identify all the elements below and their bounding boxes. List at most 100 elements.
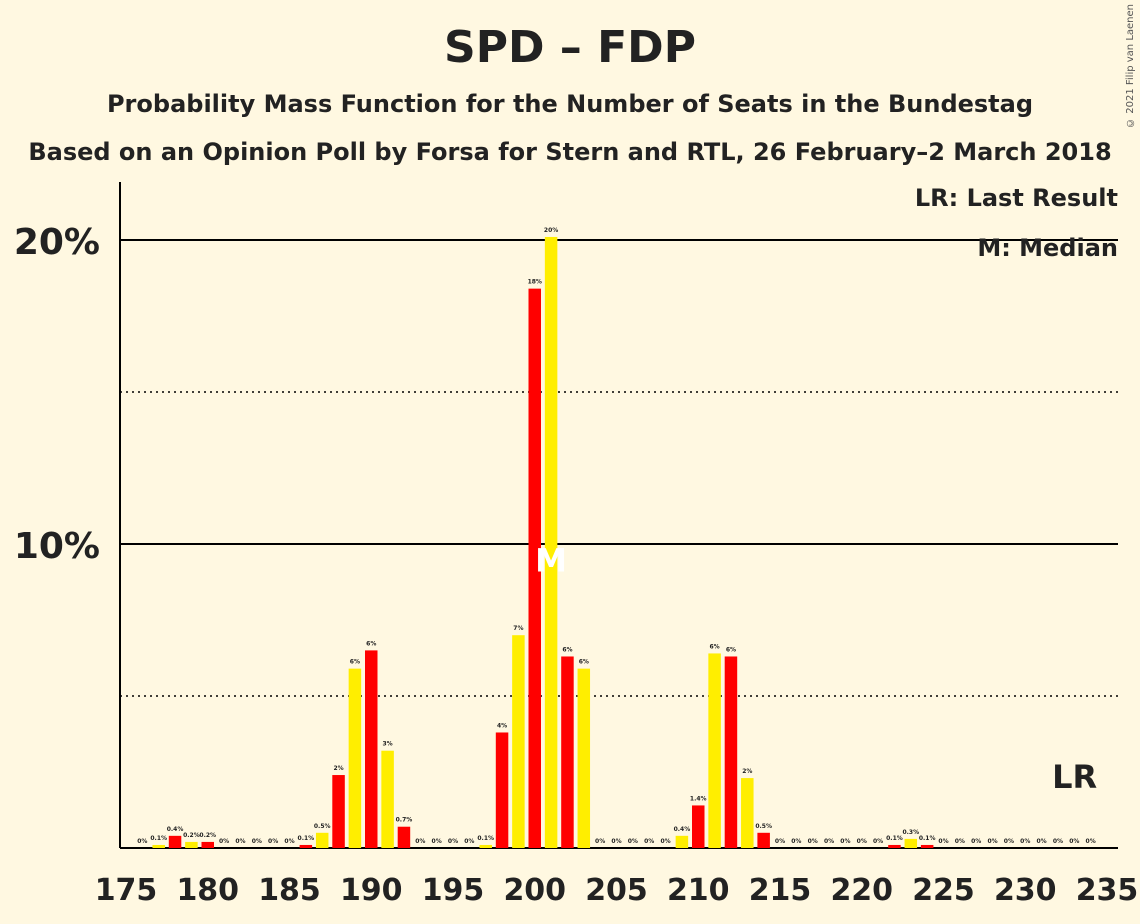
bar-value-label: 0.3% [902, 829, 919, 836]
bar-value-label: 0% [284, 838, 294, 845]
bar-seat-209 [675, 835, 689, 848]
bar-seat-187 [315, 832, 329, 848]
bar-value-label: 0% [971, 838, 981, 845]
bar-value-label: 0% [1069, 838, 1079, 845]
x-tick-label: 215 [749, 873, 812, 908]
bar-value-label: 0% [219, 838, 229, 845]
bar-value-label: 0.5% [314, 823, 331, 830]
bar-seat-213 [741, 778, 754, 848]
bar-value-label: 0.1% [477, 835, 494, 842]
bar-seat-189 [348, 668, 362, 848]
bar-value-label: 0% [987, 838, 997, 845]
bar-value-label: 0% [857, 838, 867, 845]
bar-seat-214 [757, 832, 770, 848]
bar-seat-202 [561, 656, 574, 848]
bar-value-label: 0% [137, 838, 147, 845]
bar-value-label: 0% [791, 838, 801, 845]
bar-seat-197 [479, 844, 492, 848]
bar-value-label: 0% [235, 838, 245, 845]
bar-value-label: 6% [366, 640, 376, 647]
bar-seat-203 [577, 668, 591, 848]
last-result-marker: LR [1052, 758, 1097, 796]
bar-value-label: 2% [742, 768, 752, 775]
bar-value-label: 0% [1053, 838, 1063, 845]
bar-value-label: 6% [710, 643, 720, 650]
bar-value-label: 0.7% [396, 817, 413, 824]
bar-seat-178 [168, 835, 182, 848]
bar-value-label: 0% [1004, 838, 1014, 845]
bar-seat-188 [332, 775, 345, 848]
bar-value-label: 0.1% [150, 835, 167, 842]
bar-value-label: 0.1% [886, 835, 903, 842]
bar-seat-210 [692, 805, 705, 848]
bar-seat-211 [708, 653, 721, 848]
x-tick-label: 185 [258, 873, 321, 908]
bar-value-label: 0.2% [183, 832, 200, 839]
bar-value-label: 0% [611, 838, 621, 845]
bar-value-label: 0% [448, 838, 458, 845]
x-tick-label: 190 [340, 873, 403, 908]
bar-value-label: 0% [955, 838, 965, 845]
bar-value-label: 0% [464, 838, 474, 845]
bar-value-label: 0% [415, 838, 425, 845]
bar-seat-201 [544, 236, 558, 848]
bar-value-label: 0.1% [919, 835, 936, 842]
legend-last-result: LR: Last Result [914, 184, 1118, 212]
bar-value-label: 1.4% [690, 795, 707, 802]
bar-value-label: 6% [579, 659, 589, 666]
x-tick-label: 225 [912, 873, 975, 908]
bar-value-label: 0% [432, 838, 442, 845]
bar-value-label: 4% [497, 722, 507, 729]
bar-value-label: 20% [544, 227, 558, 234]
bar-value-label: 6% [726, 646, 736, 653]
bar-value-label: 7% [513, 625, 523, 632]
bar-value-label: 0% [1020, 838, 1030, 845]
x-tick-label: 200 [503, 873, 566, 908]
bar-value-label: 0% [824, 838, 834, 845]
bar-value-label: 0.2% [199, 832, 216, 839]
y-tick-label: 20% [14, 222, 100, 263]
median-marker: M [535, 541, 567, 579]
bar-value-label: 0.4% [674, 826, 691, 833]
x-tick-label: 210 [667, 873, 730, 908]
bar-seat-200 [528, 288, 541, 848]
bar-seat-186 [299, 844, 313, 848]
bar-value-label: 6% [350, 659, 360, 666]
bar-value-label: 6% [562, 646, 572, 653]
y-tick-label: 10% [14, 526, 100, 567]
bar-seat-191 [381, 750, 394, 848]
x-tick-label: 195 [422, 873, 485, 908]
bar-value-label: 0% [660, 838, 670, 845]
bar-value-label: 0% [595, 838, 605, 845]
bar-value-label: 0% [775, 838, 785, 845]
x-tick-label: 175 [95, 873, 158, 908]
bar-seat-198 [495, 732, 509, 848]
bar-value-label: 0% [628, 838, 638, 845]
bar-seat-177 [152, 844, 165, 848]
chart-title: SPD – FDP [444, 22, 696, 73]
bar-seat-180 [201, 841, 214, 848]
legend-median: M: Median [977, 234, 1118, 262]
bar-seat-190 [365, 650, 378, 848]
x-tick-label: 180 [176, 873, 239, 908]
chart-source: Based on an Opinion Poll by Forsa for St… [28, 138, 1112, 166]
bar-seat-192 [397, 826, 411, 848]
x-tick-label: 205 [585, 873, 648, 908]
x-tick-label: 230 [994, 873, 1057, 908]
bar-seat-223 [904, 838, 918, 848]
bar-seat-199 [512, 635, 525, 848]
bar-value-label: 0% [873, 838, 883, 845]
bar-seat-222 [888, 844, 901, 848]
bar-value-label: 0% [1037, 838, 1047, 845]
bar-seat-179 [185, 841, 198, 848]
bar-seat-212 [724, 656, 738, 848]
chart-subtitle: Probability Mass Function for the Number… [106, 90, 1034, 118]
bar-value-label: 0.4% [167, 826, 184, 833]
bar-value-label: 0.5% [755, 823, 772, 830]
bar-value-label: 0.1% [298, 835, 315, 842]
x-tick-label: 220 [830, 873, 893, 908]
x-tick-label: 235 [1076, 873, 1139, 908]
bar-value-label: 0% [938, 838, 948, 845]
bar-value-label: 0% [840, 838, 850, 845]
